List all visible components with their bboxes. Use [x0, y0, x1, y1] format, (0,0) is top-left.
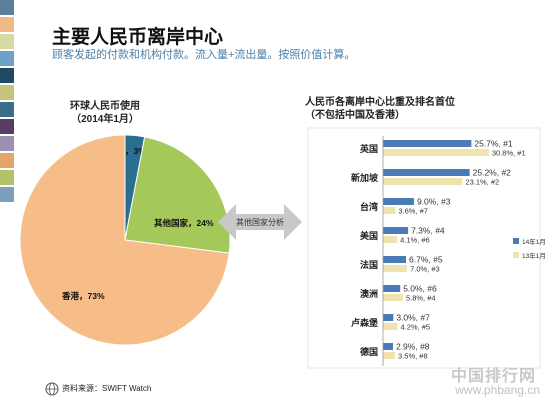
bar-data-label: 3.0%, #7: [396, 313, 430, 323]
color-stripe: [0, 0, 14, 402]
watermark-url: www.phbang.cn: [455, 383, 540, 397]
bar-data-label: 4.2%, #5: [400, 323, 430, 332]
bar-data-label: 3.6%, #7: [398, 207, 428, 216]
bar-13年1月: [383, 265, 408, 272]
category-label: 美国: [360, 230, 378, 241]
bar-data-label: 23.1%, #2: [465, 178, 499, 187]
double-arrow-icon: [218, 204, 302, 240]
bar-data-label: 3.5%, #8: [398, 352, 428, 361]
stripe-block: [0, 102, 14, 117]
category-label: 英国: [359, 143, 378, 154]
bar-14年1月: [383, 169, 470, 176]
stripe-block: [0, 17, 14, 32]
stripe-block: [0, 34, 14, 49]
category-label: 德国: [360, 346, 378, 357]
stripe-block: [0, 187, 14, 202]
bar-13年1月: [383, 323, 398, 330]
bar-14年1月: [383, 198, 414, 205]
bar-data-label: 2.9%, #8: [396, 342, 430, 352]
category-label: 卢森堡: [351, 317, 378, 328]
pie-chart-title: 环球人民币使用 （2014年1月）: [70, 101, 140, 125]
legend-swatch: [513, 252, 519, 258]
bar-data-label: 6.7%, #5: [409, 255, 443, 265]
pie-slice-其他国家: [124, 136, 231, 254]
bar-13年1月: [383, 149, 489, 156]
arrow-label: 其他国家分析: [236, 217, 284, 227]
pie-slice-label: 其他国家，24%: [154, 218, 214, 228]
bar-data-label: 5.0%, #6: [403, 284, 437, 294]
bar-14年1月: [383, 314, 394, 321]
bar-data-label: 7.3%, #4: [411, 226, 445, 236]
bar-14年1月: [383, 256, 407, 263]
bar-chart-title: 人民币各离岸中心比重及排名首位 （不包括中国及香港）: [305, 97, 455, 121]
bar-13年1月: [383, 207, 396, 214]
stripe-block: [0, 51, 14, 66]
bar-13年1月: [383, 352, 396, 359]
bar-data-label: 9.0%, #3: [417, 197, 451, 207]
legend-label: 14年1月: [522, 237, 546, 246]
bar-13年1月: [383, 294, 403, 301]
stripe-block: [0, 68, 14, 83]
bar-14年1月: [383, 285, 401, 292]
bar-data-label: 25.7%, #1: [474, 139, 513, 149]
bar-data-label: 25.2%, #2: [473, 168, 512, 178]
bar-data-label: 7.0%, #3: [410, 265, 440, 274]
category-label: 澳洲: [360, 288, 378, 299]
source-note: 资料来源：SWIFT Watch: [62, 384, 152, 393]
legend-swatch: [513, 238, 519, 244]
stripe-block: [0, 153, 14, 168]
bar-panel-frame: [307, 127, 541, 369]
bar-13年1月: [383, 236, 398, 243]
stripe-block: [0, 0, 14, 15]
page-subtitle: 顾客发起的付款和机构付款。流入量+流出量。按照价值计算。: [52, 49, 356, 61]
stripe-block: [0, 119, 14, 134]
bar-data-label: 5.8%, #4: [406, 294, 436, 303]
page-title: 主要人民币离岸中心: [52, 27, 224, 48]
stripe-block: [0, 136, 14, 151]
bar-14年1月: [383, 227, 409, 234]
bar-14年1月: [383, 140, 472, 147]
category-label: 台湾: [360, 201, 378, 212]
stripe-block: [0, 85, 14, 100]
pie-slice-label: 中国，3%: [108, 146, 146, 156]
bar-13年1月: [383, 178, 463, 185]
stripe-block: [0, 170, 14, 185]
category-label: 新加坡: [351, 172, 379, 183]
watermark-site-name: 中国排行网: [450, 368, 536, 385]
legend-label: 13年1月: [522, 251, 546, 260]
pie-slice-香港: [19, 134, 230, 346]
pie-slice-label: 香港，73%: [61, 291, 105, 301]
bar-14年1月: [383, 343, 393, 350]
category-label: 法国: [360, 259, 378, 270]
bar-data-label: 30.8%, #1: [492, 149, 526, 158]
bar-data-label: 4.1%, #6: [400, 236, 430, 245]
